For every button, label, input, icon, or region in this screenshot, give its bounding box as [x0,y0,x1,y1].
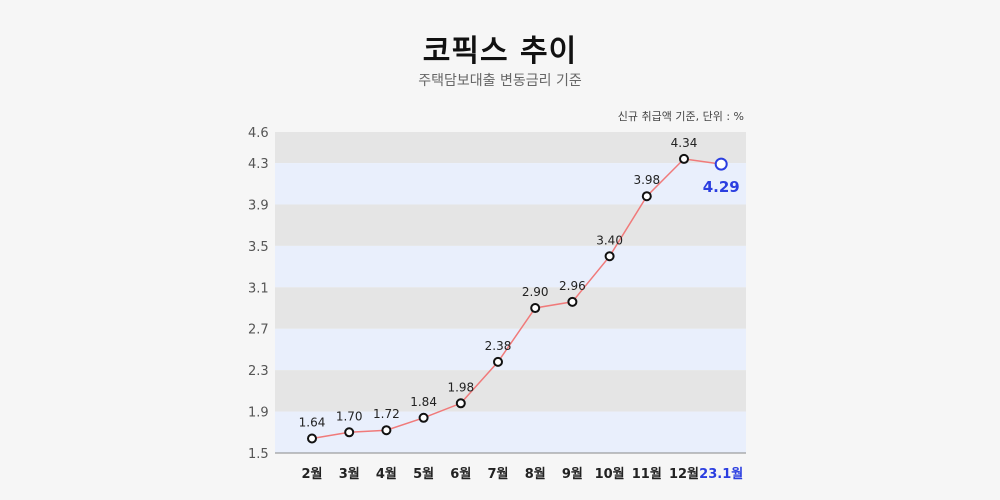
x-tick-label: 23.1월 [699,466,743,482]
x-tick-label: 6월 [450,466,471,482]
data-label: 1.72 [373,407,400,421]
x-tick-label: 10월 [595,466,625,482]
y-tick-label: 4.3 [248,157,269,172]
data-label: 1.98 [447,380,474,394]
data-point [679,153,689,164]
data-label: 1.84 [410,395,437,409]
data-point [455,398,466,409]
grid-band [275,287,746,329]
data-label: 1.70 [336,409,363,423]
x-tick-label: 8월 [525,466,546,482]
data-point [567,296,578,307]
data-point [307,433,317,444]
data-label: 1.64 [299,416,326,430]
data-point [530,303,541,314]
data-label: 4.34 [671,136,698,150]
series-line [311,158,722,440]
unit-note: 신규 취급액 기준, 단위 : % [618,110,744,123]
data-point [418,412,429,423]
x-tick-label: 4월 [376,466,397,482]
y-tick-label: 2.3 [248,364,269,379]
data-label: 3.98 [633,173,660,187]
grid-band [275,328,746,371]
chart-title: 코픽스 추이 [422,34,578,69]
data-label: 4.29 [703,178,740,196]
data-point [381,425,392,436]
data-label: 3.40 [596,233,623,247]
chart-subtitle: 주택담보대출 변동금리 기준 [418,73,582,89]
x-tick-label: 3월 [339,466,360,482]
data-point [344,427,355,438]
grid-band [275,163,746,205]
data-point [641,191,652,202]
data-point [604,251,615,262]
grid-band [275,245,746,288]
y-tick-label: 1.9 [248,406,269,421]
grid-band [275,204,746,246]
x-tick-label: 9월 [562,466,583,482]
x-tick-label: 12월 [669,466,699,482]
y-tick-label: 3.9 [248,198,269,213]
y-tick-label: 3.5 [248,240,269,255]
y-tick-label: 2.7 [248,323,269,338]
x-tick-label: 5월 [413,466,434,482]
x-tick-label: 11월 [632,466,662,482]
data-point [714,157,728,171]
y-tick-label: 1.5 [248,447,269,462]
data-label: 2.38 [485,339,512,353]
x-tick-label: 7월 [487,466,508,482]
grid-band [275,132,746,164]
y-tick-label: 4.6 [248,126,269,141]
x-tick-label: 2월 [301,466,322,482]
data-label: 2.96 [559,279,586,293]
y-tick-label: 3.1 [248,281,269,296]
data-label: 2.90 [522,285,549,299]
grid-band [275,370,746,412]
data-point [493,356,503,367]
